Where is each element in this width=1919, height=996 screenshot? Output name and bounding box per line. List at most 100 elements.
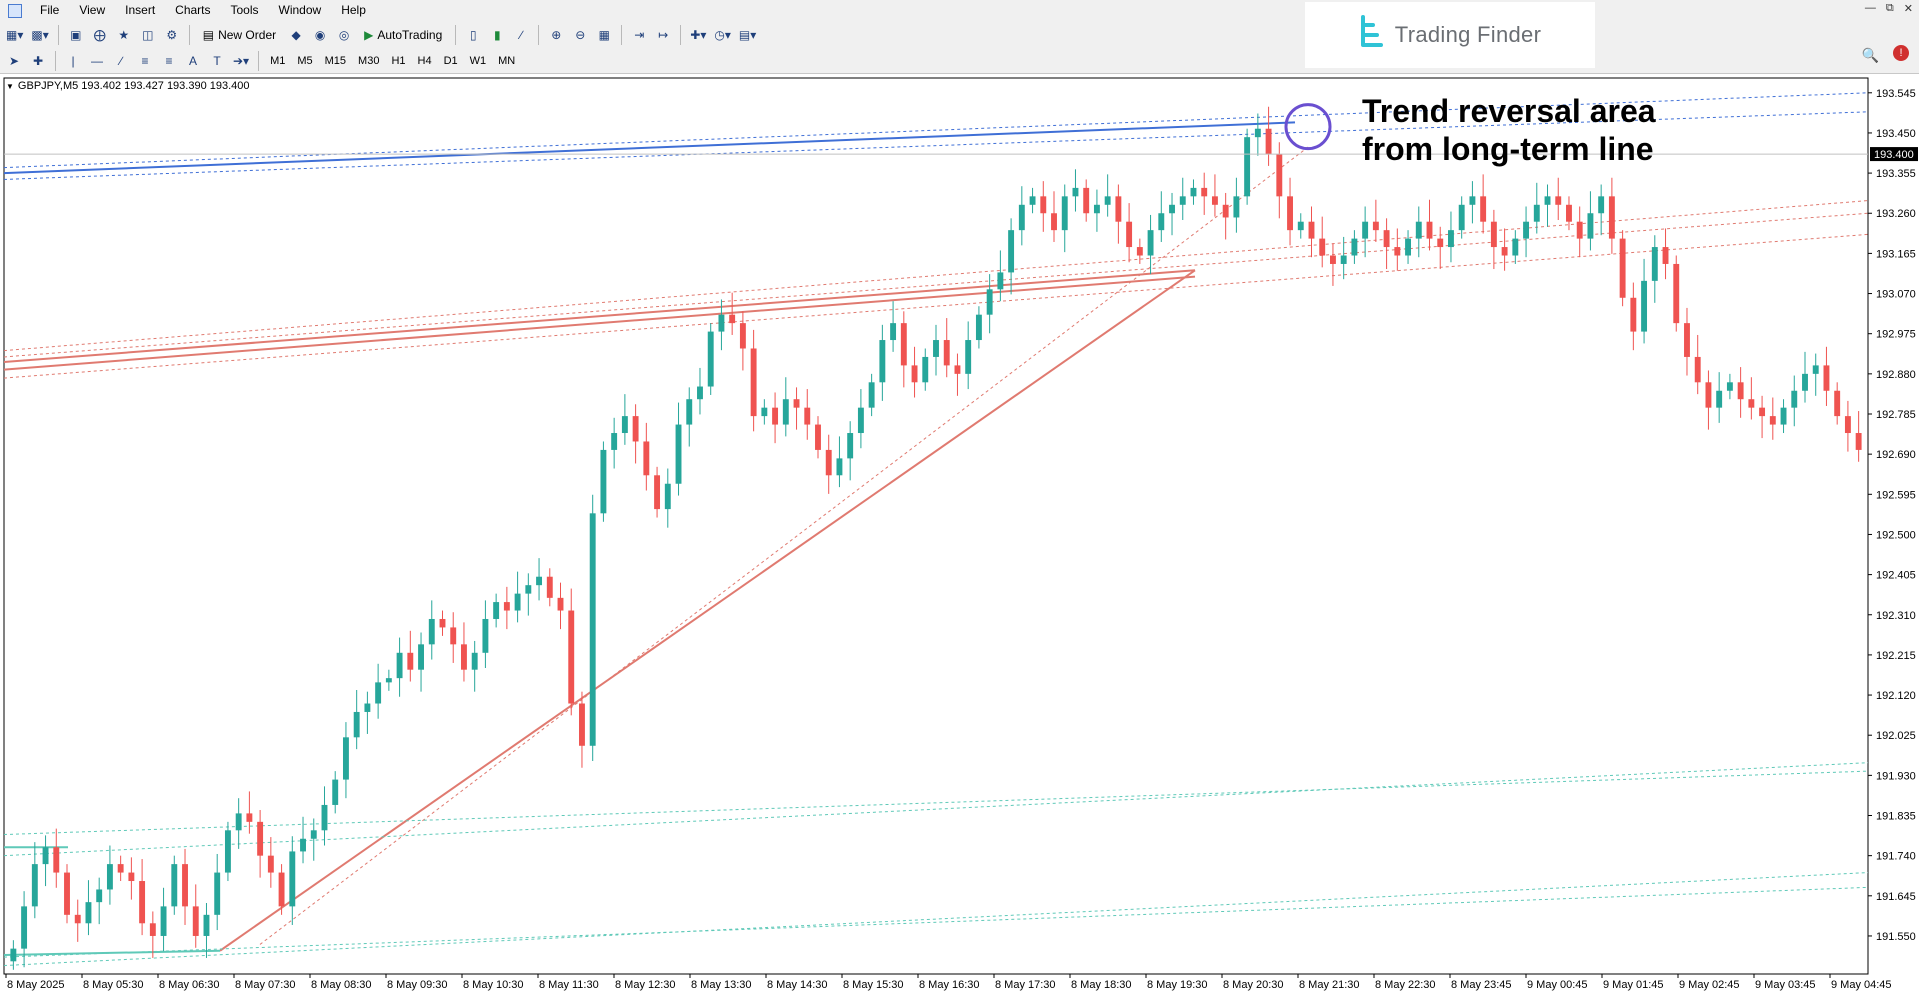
menu-file[interactable]: File xyxy=(40,3,60,17)
separator xyxy=(538,25,540,45)
market-icon[interactable]: ◎ xyxy=(338,28,350,42)
candle-body xyxy=(718,314,725,332)
market-watch-icon[interactable]: ▣ xyxy=(70,28,82,42)
text-icon[interactable]: A xyxy=(188,54,197,68)
price-axis-label: 191.835 xyxy=(1876,811,1916,823)
time-axis-label: 8 May 09:30 xyxy=(387,979,448,991)
restore-icon[interactable]: ⧉ xyxy=(1885,2,1894,14)
periods-icon[interactable]: ◷▾ xyxy=(714,28,731,42)
timeframe-m30[interactable]: M30 xyxy=(358,55,380,67)
zoom-in-icon[interactable]: ⊕ xyxy=(551,28,562,42)
candle-body xyxy=(85,902,92,924)
candle-body xyxy=(106,864,113,890)
candle-body xyxy=(267,855,274,873)
timeframe-w1[interactable]: W1 xyxy=(469,55,487,67)
navigator-icon[interactable]: ★ xyxy=(118,28,130,42)
price-chart[interactable]: 193.545 193.450 193.355 193.260 193.165 193.0… xyxy=(0,74,1919,996)
terminal-icon[interactable]: ◫ xyxy=(142,28,154,42)
candle-body xyxy=(1598,196,1605,214)
candle-body xyxy=(1276,154,1283,197)
timeframe-h4[interactable]: H4 xyxy=(417,55,432,67)
timeframe-mn[interactable]: MN xyxy=(498,55,516,67)
signals-icon[interactable]: ◉ xyxy=(314,28,326,42)
new-order-button[interactable]: ▤ New Order xyxy=(197,25,282,45)
timeframe-d1[interactable]: D1 xyxy=(443,55,458,67)
minimize-icon[interactable]: — xyxy=(1864,2,1876,14)
candle-body xyxy=(1705,382,1712,408)
price-axis-label: 191.645 xyxy=(1876,891,1916,903)
menu-insert[interactable]: Insert xyxy=(125,3,156,17)
data-window-icon[interactable]: ⨁ xyxy=(93,28,106,42)
candle-body xyxy=(1115,196,1122,222)
indicators-icon[interactable]: ✚▾ xyxy=(690,28,707,42)
candle-body xyxy=(1415,221,1422,239)
trading-finder-logo-icon xyxy=(1360,15,1383,47)
candle-body xyxy=(1372,221,1379,231)
tile-windows-icon[interactable]: ▦ xyxy=(598,28,610,42)
candle-body xyxy=(729,314,736,324)
menu-help[interactable]: Help xyxy=(341,3,366,17)
candle-body xyxy=(96,889,103,903)
trendline-icon[interactable]: ∕ xyxy=(119,54,122,68)
annotation-line-1: Trend reversal area xyxy=(1362,93,1656,129)
menu-bar: File View Insert Charts Tools Window Hel… xyxy=(0,0,1919,21)
vertical-line-icon[interactable]: | xyxy=(71,54,75,68)
bar-chart-icon[interactable]: ▯ xyxy=(469,28,477,42)
candle-body xyxy=(922,356,929,383)
candle-body xyxy=(1544,196,1551,205)
chart-shift-icon[interactable]: ↦ xyxy=(658,28,669,42)
line-chart-icon[interactable]: ∕ xyxy=(520,28,523,42)
candle-body xyxy=(1716,390,1723,408)
close-icon[interactable]: ✕ xyxy=(1903,3,1913,15)
candle-body xyxy=(1437,238,1444,248)
chart-window[interactable]: 193.545 193.450 193.355 193.260 193.165 193.0… xyxy=(0,74,1919,996)
auto-scroll-icon[interactable]: ⇥ xyxy=(634,28,645,42)
new-chart-icon[interactable]: ▦▾ xyxy=(6,28,24,42)
autotrading-button[interactable]: ▶ AutoTrading xyxy=(358,25,448,45)
menu-charts[interactable]: Charts xyxy=(175,3,211,17)
candle-body xyxy=(632,416,639,442)
candle-body xyxy=(278,872,285,907)
profiles-icon[interactable]: ▩▾ xyxy=(31,28,49,42)
arrows-icon[interactable]: ➔▾ xyxy=(233,54,250,68)
candlestick-icon[interactable]: ▮ xyxy=(493,28,501,42)
cursor-icon[interactable]: ➤ xyxy=(8,54,20,68)
strategy-tester-icon[interactable]: ⚙ xyxy=(166,28,178,42)
candle-body xyxy=(525,585,532,594)
timeframe-m5[interactable]: M5 xyxy=(297,55,313,67)
candle-body xyxy=(761,407,768,417)
menu-tools[interactable]: Tools xyxy=(230,3,259,17)
candle-body xyxy=(1051,213,1057,231)
timeframe-m15[interactable]: M15 xyxy=(324,55,347,67)
candle-body xyxy=(1029,196,1036,205)
candle-body xyxy=(868,382,875,408)
horizontal-line-icon[interactable]: — xyxy=(91,54,103,68)
candle-body xyxy=(1630,297,1637,332)
price-axis-label: 193.450 xyxy=(1876,128,1916,140)
candle-body xyxy=(1512,238,1519,256)
crosshair-icon[interactable]: ✚ xyxy=(32,54,44,68)
candle-body xyxy=(1555,196,1562,205)
candle-body xyxy=(1405,238,1411,256)
candle-body xyxy=(235,813,242,831)
metaeditor-icon[interactable]: ◆ xyxy=(291,28,301,42)
candle-body xyxy=(353,711,360,738)
time-axis-label: 8 May 10:30 xyxy=(463,979,524,991)
candle-body xyxy=(1458,204,1465,231)
menu-view[interactable]: View xyxy=(79,3,106,17)
channel-icon[interactable]: ≡ xyxy=(141,54,149,68)
search-icon[interactable]: 🔍 xyxy=(1861,47,1879,63)
menu-window[interactable]: Window xyxy=(278,3,322,17)
candle-body xyxy=(782,399,789,425)
symbol-quote: GBPJPY,M5 193.402 193.427 193.390 193.40… xyxy=(17,80,250,92)
notification-icon[interactable]: ! xyxy=(1893,45,1909,61)
timeframe-h1[interactable]: H1 xyxy=(391,55,406,67)
separator xyxy=(55,51,56,71)
templates-icon[interactable]: ▤▾ xyxy=(738,28,757,42)
text-label-icon[interactable]: T xyxy=(213,54,221,68)
teal-channel-1 xyxy=(3,762,1869,857)
separator xyxy=(258,51,260,71)
zoom-out-icon[interactable]: ⊖ xyxy=(575,28,586,42)
fibonacci-icon[interactable]: ≡ xyxy=(165,54,173,68)
timeframe-m1[interactable]: M1 xyxy=(270,55,286,67)
